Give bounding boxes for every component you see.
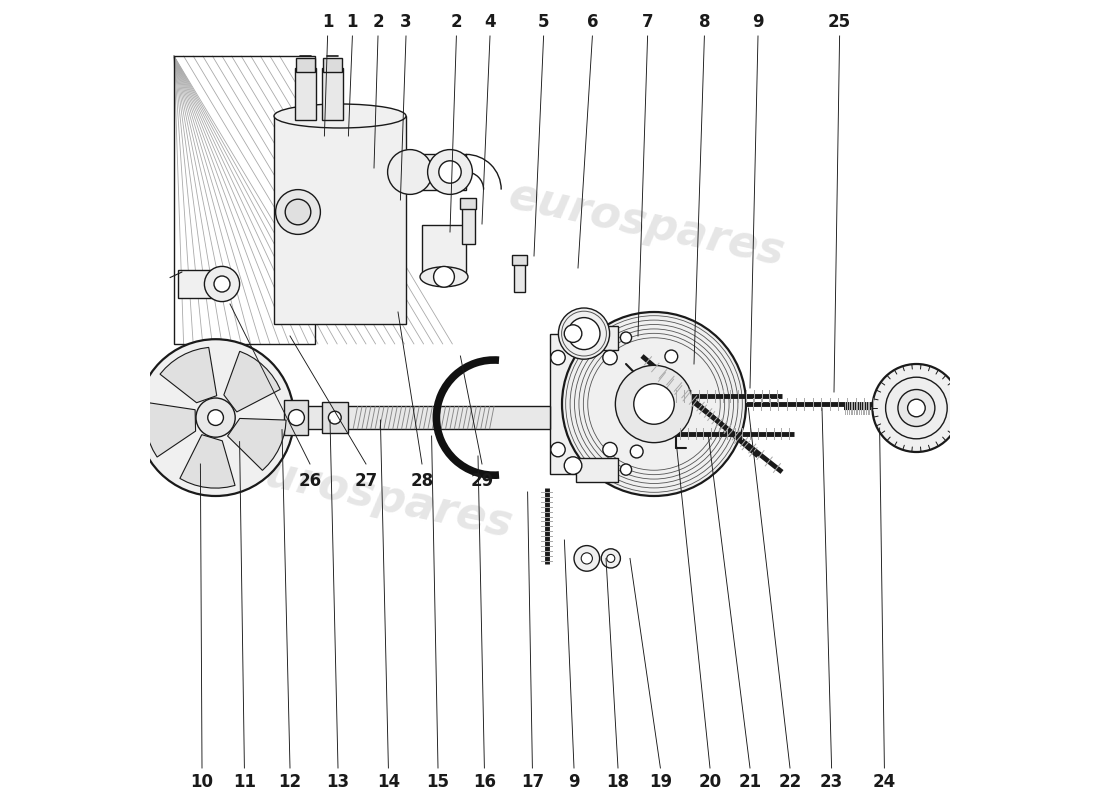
- Circle shape: [387, 150, 432, 194]
- Text: 5: 5: [538, 14, 549, 31]
- Text: 16: 16: [473, 773, 496, 790]
- Circle shape: [607, 554, 615, 562]
- Text: 9: 9: [752, 14, 763, 31]
- Bar: [461, 198, 476, 209]
- Text: 2: 2: [451, 14, 462, 31]
- Bar: [462, 206, 475, 244]
- Text: 13: 13: [327, 773, 350, 790]
- Bar: [296, 58, 315, 72]
- Text: 26: 26: [298, 472, 321, 490]
- Text: 1: 1: [322, 14, 333, 31]
- Text: 19: 19: [649, 773, 672, 790]
- Text: 7: 7: [641, 14, 653, 31]
- Circle shape: [568, 318, 600, 350]
- Bar: [274, 116, 406, 324]
- Circle shape: [564, 457, 582, 474]
- Bar: [285, 400, 308, 435]
- Circle shape: [288, 410, 305, 426]
- Polygon shape: [145, 402, 196, 457]
- Polygon shape: [575, 458, 618, 482]
- Polygon shape: [224, 351, 280, 412]
- Text: 15: 15: [427, 773, 450, 790]
- Circle shape: [615, 366, 693, 442]
- Bar: [513, 255, 527, 265]
- Circle shape: [551, 442, 565, 457]
- Text: 28: 28: [410, 472, 433, 490]
- Bar: [274, 406, 550, 429]
- Circle shape: [285, 199, 311, 225]
- Circle shape: [196, 398, 235, 437]
- Circle shape: [562, 312, 746, 496]
- Circle shape: [428, 150, 472, 194]
- Circle shape: [551, 350, 565, 365]
- Circle shape: [603, 350, 617, 365]
- Polygon shape: [180, 434, 235, 488]
- Text: 14: 14: [377, 773, 400, 790]
- Text: 2: 2: [372, 14, 384, 31]
- Circle shape: [581, 553, 593, 564]
- Circle shape: [872, 364, 960, 452]
- Text: 17: 17: [520, 773, 544, 790]
- Bar: [514, 262, 525, 292]
- Text: 29: 29: [471, 472, 494, 490]
- Text: 20: 20: [698, 773, 722, 790]
- Text: 25: 25: [828, 14, 851, 31]
- Polygon shape: [228, 418, 286, 470]
- Circle shape: [329, 411, 341, 424]
- Text: eurospares: eurospares: [232, 446, 516, 546]
- Circle shape: [276, 190, 320, 234]
- Bar: [322, 68, 343, 120]
- Circle shape: [439, 161, 461, 183]
- Text: 6: 6: [586, 14, 598, 31]
- Bar: [322, 402, 348, 433]
- Text: 8: 8: [698, 14, 711, 31]
- Ellipse shape: [420, 267, 468, 287]
- Text: 4: 4: [484, 14, 496, 31]
- Circle shape: [433, 266, 454, 287]
- Text: 27: 27: [354, 472, 377, 490]
- Text: 3: 3: [400, 14, 411, 31]
- Text: 22: 22: [779, 773, 802, 790]
- Circle shape: [634, 384, 674, 424]
- Bar: [295, 68, 316, 120]
- Circle shape: [630, 445, 644, 458]
- Text: 24: 24: [872, 773, 896, 790]
- Circle shape: [898, 390, 935, 426]
- Bar: [422, 225, 466, 277]
- Bar: [550, 334, 618, 474]
- Circle shape: [620, 464, 631, 475]
- Ellipse shape: [274, 104, 406, 128]
- Circle shape: [908, 399, 925, 417]
- Bar: [178, 270, 226, 298]
- Text: 11: 11: [233, 773, 256, 790]
- Circle shape: [574, 546, 600, 571]
- Circle shape: [886, 378, 947, 438]
- Circle shape: [602, 549, 620, 568]
- Text: 23: 23: [820, 773, 844, 790]
- Bar: [322, 58, 342, 72]
- Circle shape: [559, 308, 609, 359]
- Text: 12: 12: [278, 773, 301, 790]
- Circle shape: [664, 350, 678, 363]
- Circle shape: [620, 332, 631, 343]
- Polygon shape: [575, 326, 618, 350]
- Circle shape: [138, 339, 294, 496]
- Circle shape: [603, 442, 617, 457]
- Text: 21: 21: [738, 773, 761, 790]
- Polygon shape: [160, 347, 217, 402]
- Text: 18: 18: [606, 773, 629, 790]
- Bar: [406, 154, 466, 190]
- Text: eurospares: eurospares: [504, 174, 788, 274]
- Text: 1: 1: [346, 14, 359, 31]
- Circle shape: [214, 276, 230, 292]
- Circle shape: [208, 410, 223, 426]
- Text: 9: 9: [569, 773, 580, 790]
- Circle shape: [205, 266, 240, 302]
- Bar: [174, 56, 315, 344]
- Circle shape: [564, 325, 582, 342]
- Text: 10: 10: [190, 773, 213, 790]
